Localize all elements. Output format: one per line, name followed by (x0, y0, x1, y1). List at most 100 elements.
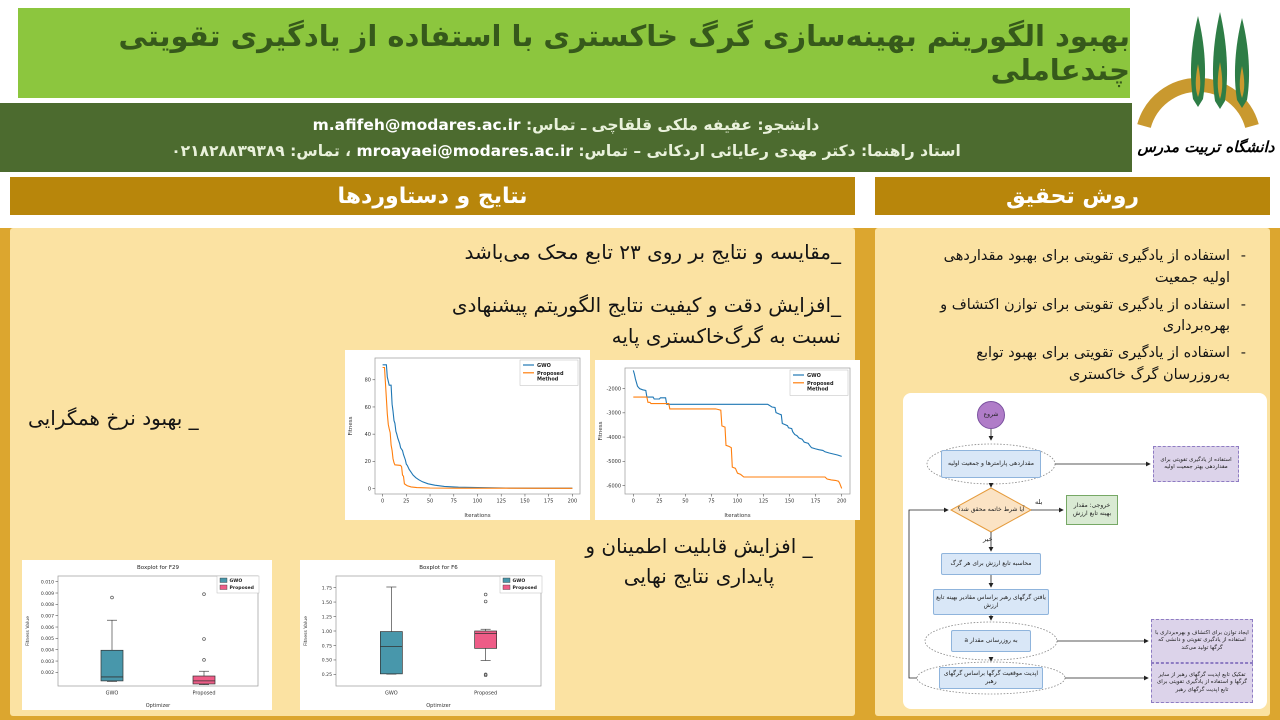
svg-text:Fitness Value: Fitness Value (303, 616, 309, 646)
svg-text:40: 40 (365, 432, 371, 438)
section-header-method: روش تحقیق (875, 177, 1270, 215)
svg-text:0: 0 (368, 486, 371, 492)
svg-text:Method: Method (807, 387, 829, 393)
svg-text:Optimizer: Optimizer (426, 703, 451, 709)
svg-text:0.004: 0.004 (41, 648, 54, 654)
poster-title-banner: بهبود الگوریتم بهینه‌سازی گرگ خاکستری با… (18, 8, 1130, 98)
svg-text:1.25: 1.25 (322, 614, 332, 620)
svg-text:-4000: -4000 (606, 435, 621, 441)
svg-text:125: 125 (759, 499, 769, 505)
svg-text:0.010: 0.010 (41, 579, 54, 585)
svg-text:100: 100 (473, 499, 483, 505)
svg-text:25: 25 (403, 499, 409, 505)
result-note-reliability: _ افزایش قابلیت اطمینان و پایداری نتایج … (585, 534, 813, 588)
student-label: دانشجو: عفیفه ملکی قلقاچی (591, 115, 820, 134)
svg-text:GWO: GWO (106, 691, 119, 697)
svg-text:0: 0 (632, 499, 635, 505)
svg-text:Proposed: Proposed (537, 371, 564, 377)
svg-text:175: 175 (811, 499, 821, 505)
svg-text:1.75: 1.75 (322, 585, 332, 591)
svg-text:80: 80 (365, 378, 371, 384)
svg-text:200: 200 (568, 499, 578, 505)
method-bullet-initialization: استفاده از یادگیری تقویتی برای بهبود مقد… (912, 246, 1246, 290)
svg-text:GWO: GWO (807, 373, 821, 379)
svg-text:0.25: 0.25 (322, 672, 332, 678)
flowchart-side-balance-node: ایجاد توازن برای اکتشاف و بهره‌برداری با… (1151, 619, 1253, 663)
svg-text:Fitness: Fitness (598, 421, 604, 440)
svg-text:Proposed: Proposed (192, 691, 215, 697)
svg-text:175: 175 (544, 499, 554, 505)
svg-text:Method: Method (537, 377, 559, 383)
svg-text:Iterations: Iterations (724, 513, 750, 519)
svg-text:50: 50 (682, 499, 688, 505)
svg-text:0.002: 0.002 (41, 670, 54, 676)
svg-text:100: 100 (733, 499, 743, 505)
svg-text:-6000: -6000 (606, 483, 621, 489)
svg-text:0.50: 0.50 (322, 658, 332, 664)
svg-text:Fitness Value: Fitness Value (25, 616, 31, 646)
supervisor-email[interactable]: mroayaei@modares.ac.ir (356, 141, 573, 160)
svg-text:0.005: 0.005 (41, 636, 54, 642)
svg-text:GWO: GWO (537, 363, 551, 369)
result-note-benchmarks: _مقایسه و نتایج بر روی ۲۳ تابع محک می‌با… (464, 240, 842, 264)
svg-text:-3000: -3000 (606, 411, 621, 417)
flowchart-leaders-node: یافتن گرگهای رهبر براساس مقادیر بهینه تا… (933, 589, 1049, 615)
logo-university-name: دانشگاه تربیت مدرس (1137, 138, 1276, 156)
svg-text:Boxplot for F29: Boxplot for F29 (137, 565, 179, 571)
svg-text:150: 150 (520, 499, 530, 505)
convergence-chart-1: 0 25 50 75 100 125 150 175 200 0 20 40 60 80 Iteration… (345, 350, 590, 520)
svg-text:Proposed: Proposed (807, 381, 834, 387)
svg-text:0.75: 0.75 (322, 643, 332, 649)
svg-text:60: 60 (365, 405, 371, 411)
svg-text:Proposed: Proposed (230, 585, 254, 591)
svg-text:150: 150 (785, 499, 795, 505)
svg-text:25: 25 (656, 499, 662, 505)
supervisor-label: استاد راهنما: دکتر مهدی رعایائی اردکانی … (578, 141, 961, 160)
flowchart-side-init-node: استفاده از یادگیری تقویتی برای مقداردهی … (1153, 446, 1239, 482)
svg-text:20: 20 (365, 459, 371, 465)
university-logo-image: دانشگاه تربیت مدرس (1137, 11, 1276, 156)
student-contact-sep: ـ تماس: (525, 115, 587, 134)
contact-info-bar: دانشجو: عفیفه ملکی قلقاچی ـ تماس: m.afif… (0, 103, 1132, 172)
convergence-chart-2: 0 25 50 75 100 125 150 175 200 -2000 -3000 -4000 -50… (595, 360, 860, 520)
svg-text:-5000: -5000 (606, 459, 621, 465)
svg-text:50: 50 (427, 499, 433, 505)
section-header-results: نتایج و دستاوردها (10, 177, 855, 215)
flowchart-update-pos-node: اپدیت موقعیت گرگها براساس گرگهای رهبر (939, 667, 1043, 689)
flowchart-connectors (908, 429, 1151, 695)
svg-text:Fitness: Fitness (348, 416, 354, 435)
supervisor-phone: ، تماس: ۰۲۱۸۲۸۸۳۹۳۸۹ (171, 141, 352, 160)
svg-text:0: 0 (381, 499, 384, 505)
svg-text:0.007: 0.007 (41, 613, 54, 619)
flowchart-no-label: خیر (983, 535, 993, 543)
flowchart-side-update-node: تفکیک تابع اپدیت گرگهای رهبر از سایر گرگ… (1151, 663, 1253, 703)
svg-text:-2000: -2000 (606, 386, 621, 392)
boxplot-chart-2: Boxplot for F6 0.25 0.50 0.75 1.00 1.25 1.50 1.… (300, 560, 555, 710)
method-bullet-list: استفاده از یادگیری تقویتی برای بهبود مقد… (912, 246, 1246, 392)
boxplot-chart-1: Boxplot for F29 0.002 0.003 0.004 0.005 0.006… (22, 560, 272, 710)
svg-text:GWO: GWO (230, 578, 243, 584)
method-bullet-balance: استفاده از یادگیری تقویتی برای توازن اکت… (912, 295, 1246, 339)
svg-text:1.50: 1.50 (322, 600, 332, 606)
svg-text:125: 125 (496, 499, 506, 505)
svg-text:200: 200 (837, 499, 847, 505)
flowchart-output-node: خروجی: مقدار بهینه تابع ارزش (1066, 495, 1118, 525)
svg-text:0.006: 0.006 (41, 625, 54, 631)
svg-text:Proposed: Proposed (474, 691, 497, 697)
svg-text:GWO: GWO (513, 578, 526, 584)
university-logo: دانشگاه تربیت مدرس (1132, 0, 1280, 175)
svg-text:Optimizer: Optimizer (146, 703, 171, 709)
svg-text:Boxplot for F6: Boxplot for F6 (419, 565, 458, 571)
flowchart-decision-label: آیا شرط خاتمه محقق شد؟ (957, 506, 1025, 514)
svg-text:0.008: 0.008 (41, 602, 54, 608)
results-panel: _مقایسه و نتایج بر روی ۲۳ تابع محک می‌با… (10, 228, 860, 716)
flowchart-init-node: مقداردهی پارامترها و جمعیت اولیه (941, 450, 1041, 478)
svg-text:Proposed: Proposed (513, 585, 537, 591)
student-info-line: دانشجو: عفیفه ملکی قلقاچی ـ تماس: m.afif… (0, 116, 1132, 134)
svg-text:0.009: 0.009 (41, 591, 54, 597)
flowchart-update-a-node: به روزرسانی مقدار a (951, 630, 1031, 652)
supervisor-info-line: استاد راهنما: دکتر مهدی رعایائی اردکانی … (0, 142, 1132, 160)
student-email[interactable]: m.afifeh@modares.ac.ir (312, 115, 521, 134)
result-note-convergence: _ بهبود نرخ همگرایی (28, 406, 199, 430)
